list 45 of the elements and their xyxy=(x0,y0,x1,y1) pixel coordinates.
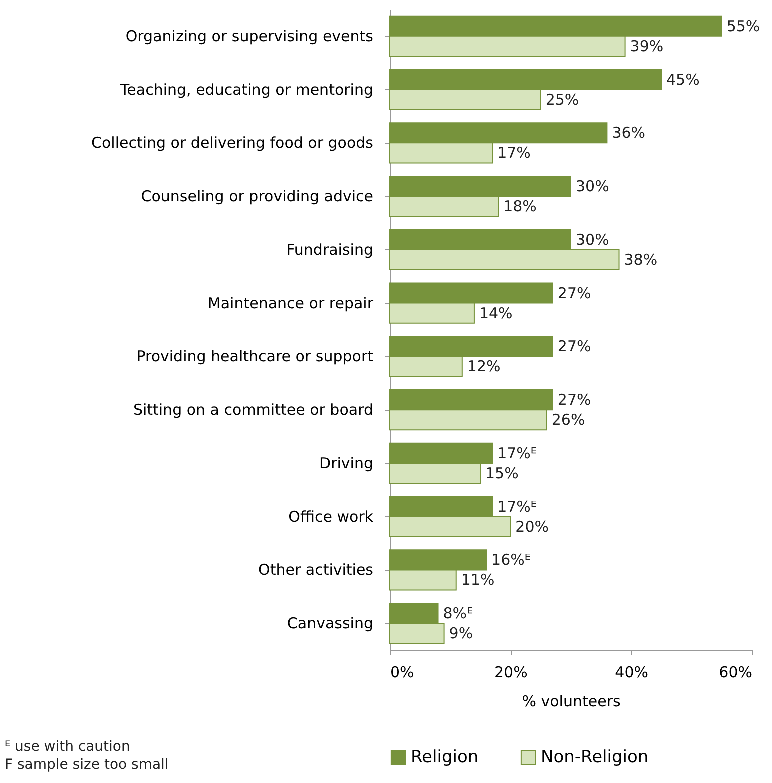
y-tick-label: Collecting or delivering food or goods xyxy=(92,134,374,152)
data-label: 8%ᴱ xyxy=(443,604,474,623)
x-tick-label: 60% xyxy=(719,664,752,682)
y-tick-label: Canvassing xyxy=(287,614,374,633)
data-label: 30% xyxy=(576,178,610,196)
data-label: 9% xyxy=(449,624,474,643)
data-label: 38% xyxy=(624,250,658,269)
data-label: 45% xyxy=(666,70,700,89)
data-label: 27% xyxy=(558,338,592,356)
data-label: 25% xyxy=(546,90,580,109)
data-label: 15% xyxy=(486,464,519,482)
data-label: 36% xyxy=(612,124,646,142)
y-tick-label: Fundraising xyxy=(286,240,374,259)
data-label: 20% xyxy=(516,518,550,536)
y-tick-label: Sitting on a committee or board xyxy=(133,401,374,420)
data-label: 27% xyxy=(558,391,592,410)
text: F sample size too small xyxy=(5,757,169,773)
y-tick-label: Maintenance or repair xyxy=(208,294,374,312)
y-tick-label: Teaching, educating or mentoring xyxy=(120,80,374,99)
data-label: 39% xyxy=(630,37,664,56)
data-label: 27% xyxy=(558,284,592,302)
x-tick-label: 20% xyxy=(494,664,528,682)
text: ᴱ use with caution xyxy=(5,739,130,755)
data-label: 18% xyxy=(504,198,537,216)
y-tick-label: Driving xyxy=(320,454,374,472)
y-tick-label: Organizing or supervising events xyxy=(126,27,374,46)
y-tick-label: Other activities xyxy=(258,561,374,580)
legend-label: Non-Religion xyxy=(541,748,649,768)
data-label: 55% xyxy=(726,17,760,36)
data-label: 30% xyxy=(576,230,610,249)
data-label: 26% xyxy=(552,411,586,430)
data-label: 16%ᴱ xyxy=(492,551,531,570)
data-label: 14% xyxy=(479,304,513,322)
y-tick-label: Counseling or providing advice xyxy=(141,188,374,206)
data-label: 11% xyxy=(461,571,495,590)
y-tick-label: Providing healthcare or support xyxy=(136,348,374,366)
legend-label: Religion xyxy=(411,748,479,768)
data-label: 17%ᴱ xyxy=(498,498,537,516)
data-label: 17% xyxy=(498,144,531,162)
x-axis-title: % volunteers xyxy=(522,692,621,710)
x-tick-label: 40% xyxy=(615,664,649,682)
data-label: 17%ᴱ xyxy=(498,444,537,462)
x-tick-label: 0% xyxy=(390,664,414,682)
y-tick-label: Office work xyxy=(288,508,374,526)
data-label: 12% xyxy=(467,358,501,376)
